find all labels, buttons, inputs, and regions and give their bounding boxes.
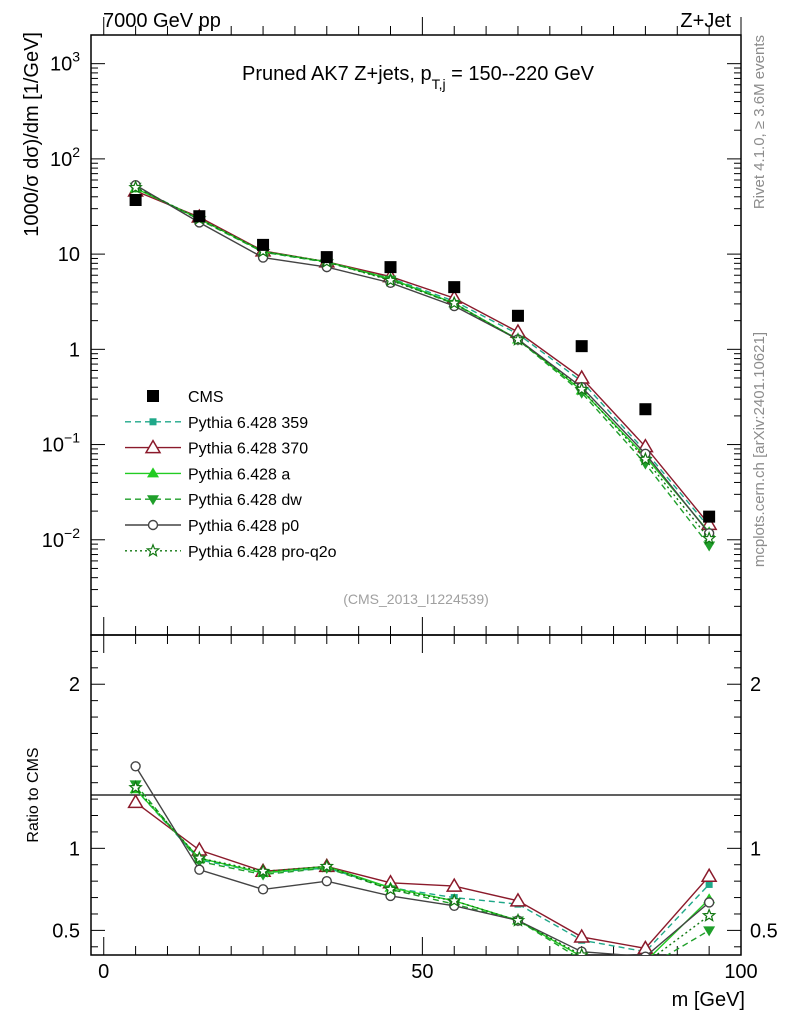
main-point-pythia-6-428-pro-q2o	[128, 179, 143, 194]
main-line-pythia-6-428-pro-q2o	[135, 186, 710, 540]
ratio-line-pythia-6-428-a	[135, 788, 710, 955]
main-point-cms	[639, 403, 652, 416]
ratio-point-pythia-6-428-pro-q2o	[574, 947, 589, 955]
ratio-point-pythia-6-428-pro-q2o	[255, 863, 271, 878]
legend-marker-pythia-6-428-359	[149, 418, 157, 426]
ratio-y-tick-label: 0.5	[52, 920, 80, 942]
legend-label-pythia-6-428-370: Pythia 6.428 370	[188, 441, 308, 458]
legend-marker-pythia-6-428-370	[144, 439, 162, 454]
ratio-point-pythia-6-428-359	[705, 880, 713, 888]
legend-label-pythia-6-428-p0: Pythia 6.428 p0	[188, 518, 299, 535]
ratio-y-tick-label: 2	[69, 674, 80, 696]
legend-marker-cms	[147, 390, 159, 402]
main-y-axis: 10−2 10−1 1 10 102 103	[42, 34, 741, 636]
legend-marker-pythia-6-428-p0	[147, 519, 159, 531]
main-line-pythia-6-428-dw	[135, 186, 710, 546]
main-point-pythia-6-428-pro-q2o	[701, 530, 717, 545]
x-tick-label: 50	[411, 961, 433, 983]
ratio-point-pythia-6-428-pro-q2o	[701, 907, 717, 922]
main-y-tick-label: 10	[58, 244, 80, 266]
rivet-version-label: Rivet 4.1.0, ≥ 3.6M events	[751, 35, 768, 209]
process-label: Z+Jet	[680, 10, 731, 32]
ratio-y-label: Ratio to CMS	[25, 747, 42, 842]
main-point-pythia-6-428-dw	[703, 541, 716, 552]
energy-label: 7000 GeV pp	[103, 10, 221, 32]
ratio-line-pythia-6-428-370	[135, 801, 710, 950]
ratio-y-tick-label-right: 0.5	[750, 920, 778, 942]
ratio-point-pythia-6-428-pro-q2o	[192, 850, 207, 865]
ratio-point-pythia-6-428-pro-q2o	[128, 779, 143, 794]
main-point-pythia-6-428-pro-q2o	[446, 295, 462, 310]
legend-label-pythia-6-428-a: Pythia 6.428 a	[188, 466, 290, 483]
legend-marker-pythia-6-428-pro-q2o	[145, 543, 161, 558]
main-y-tick-label: 1	[69, 339, 80, 361]
main-point-cms	[129, 194, 142, 207]
main-point-cms	[193, 210, 206, 223]
ratio-point-pythia-6-428-370	[127, 793, 144, 809]
main-point-cms	[511, 309, 524, 322]
plot-title-subscript: T,j	[432, 76, 446, 92]
legend: CMS Pythia 6.428 359 Pythia 6.428 370 Pythi…	[125, 389, 337, 561]
main-line-pythia-6-428-370	[135, 190, 710, 525]
ratio-point-pythia-6-428-p0	[321, 875, 332, 887]
main-point-pythia-6-428-pro-q2o	[574, 381, 589, 396]
x-axis-label: m [GeV]	[672, 989, 745, 1011]
main-y-tick-label: 10−2	[42, 525, 80, 552]
main-point-cms	[384, 261, 397, 274]
ratio-point-pythia-6-428-p0	[640, 951, 651, 955]
ratio-y-tick-label-right: 2	[750, 674, 761, 696]
main-point-cms	[257, 238, 270, 251]
main-point-cms	[448, 281, 461, 294]
main-y-tick-label: 102	[50, 144, 80, 171]
ratio-point-pythia-6-428-p0	[703, 897, 715, 908]
ratio-line-pythia-6-428-359	[135, 788, 710, 953]
legend-label-pythia-6-428-pro-q2o: Pythia 6.428 pro-q2o	[188, 544, 337, 561]
ratio-line-pythia-6-428-dw	[135, 783, 710, 955]
legend-label-pythia-6-428-359: Pythia 6.428 359	[188, 415, 308, 432]
ratio-series-group	[127, 761, 718, 955]
x-tick-label: 0	[98, 961, 109, 983]
main-point-pythia-6-428-pro-q2o	[510, 332, 526, 346]
ratio-point-pythia-6-428-370	[445, 877, 463, 892]
ratio-point-pythia-6-428-370	[509, 892, 527, 907]
legend-marker-pythia-6-428-dw	[147, 495, 159, 506]
main-point-cms	[575, 340, 588, 353]
main-y-tick-label: 103	[50, 49, 80, 76]
ratio-point-pythia-6-428-370	[700, 867, 718, 882]
main-point-pythia-6-428-pro-q2o	[383, 272, 398, 287]
x-axis: 0 50 100	[98, 17, 758, 983]
plot-title: Pruned AK7 Z+jets, pT,j = 150--220 GeV	[242, 63, 595, 92]
ratio-point-pythia-6-428-pro-q2o	[383, 881, 398, 896]
main-line-pythia-6-428-p0	[135, 184, 710, 534]
legend-marker-pythia-6-428-a	[147, 467, 159, 478]
x-tick-label: 100	[724, 961, 757, 983]
ratio-y-axis: 0.5 0.5 1 1 2 2	[52, 634, 778, 948]
ratio-line-pythia-6-428-p0	[135, 765, 710, 955]
watermark-analysis: (CMS_2013_I1224539)	[343, 591, 489, 607]
main-point-cms	[320, 251, 333, 264]
legend-label-cms: CMS	[188, 389, 224, 406]
ratio-point-pythia-6-428-pro-q2o	[319, 858, 335, 873]
main-point-cms	[703, 510, 716, 523]
ratio-point-pythia-6-428-p0	[194, 864, 205, 875]
main-point-pythia-6-428-pro-q2o	[638, 451, 653, 466]
main-y-label: 1000/σ dσ)/dm [1/GeV]	[21, 32, 43, 237]
ratio-y-tick-label-right: 1	[750, 838, 761, 860]
ratio-point-pythia-6-428-pro-q2o	[446, 893, 462, 908]
plot-title-prefix: Pruned AK7 Z+jets, p	[242, 63, 432, 85]
main-series-group	[127, 179, 718, 552]
ratio-point-pythia-6-428-p0	[130, 761, 141, 772]
plot-title-suffix: = 150--220 GeV	[446, 63, 595, 85]
ratio-point-pythia-6-428-dw	[703, 926, 716, 937]
legend-label-pythia-6-428-dw: Pythia 6.428 dw	[188, 492, 302, 509]
mcplots-label: mcplots.cern.ch [arXiv:2401.10621]	[751, 332, 768, 567]
ratio-point-pythia-6-428-370	[573, 928, 590, 943]
ratio-point-pythia-6-428-pro-q2o	[510, 912, 526, 927]
main-y-tick-label: 10−1	[42, 430, 80, 457]
ratio-point-pythia-6-428-p0	[257, 884, 269, 895]
ratio-y-tick-label: 1	[69, 838, 80, 860]
